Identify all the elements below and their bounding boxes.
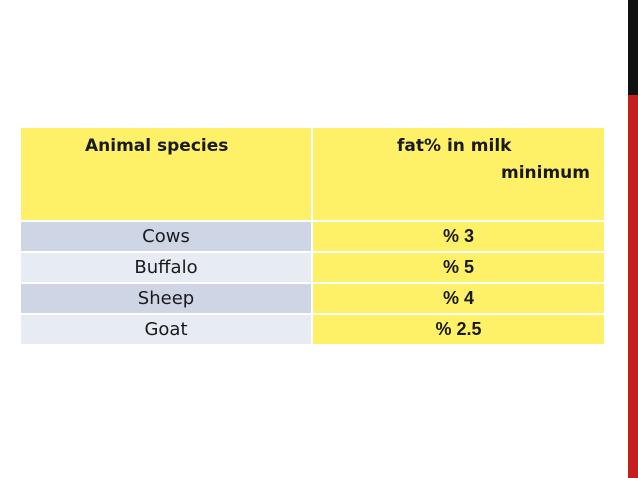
table-row: Goat % 2.5 xyxy=(21,315,604,346)
accent-bar xyxy=(628,0,638,478)
fat-cell: % 4 xyxy=(313,284,604,315)
table-row: Cows % 3 xyxy=(21,222,604,253)
accent-bar-red-segment xyxy=(628,95,638,478)
header-species-label: Animal species xyxy=(85,136,229,156)
fat-cell: % 5 xyxy=(313,253,604,284)
milk-fat-table: Animal species fat% in milk minimum Cows… xyxy=(21,128,604,346)
species-cell: Buffalo xyxy=(21,253,313,284)
fat-cell: % 2.5 xyxy=(313,315,604,346)
species-cell: Sheep xyxy=(21,284,313,315)
table-header-row: Animal species fat% in milk minimum xyxy=(21,128,604,222)
species-cell: Cows xyxy=(21,222,313,253)
fat-cell: % 3 xyxy=(313,222,604,253)
header-cell-species: Animal species xyxy=(21,128,313,222)
accent-bar-dark-segment xyxy=(628,0,638,95)
header-fat-label: fat% in milk minimum xyxy=(313,128,604,183)
species-cell: Goat xyxy=(21,315,313,346)
header-fat-line2: minimum xyxy=(500,163,590,183)
header-cell-fat: fat% in milk minimum xyxy=(313,128,604,222)
header-fat-line1: fat% in milk xyxy=(397,136,512,156)
table-row: Sheep % 4 xyxy=(21,284,604,315)
table-row: Buffalo % 5 xyxy=(21,253,604,284)
